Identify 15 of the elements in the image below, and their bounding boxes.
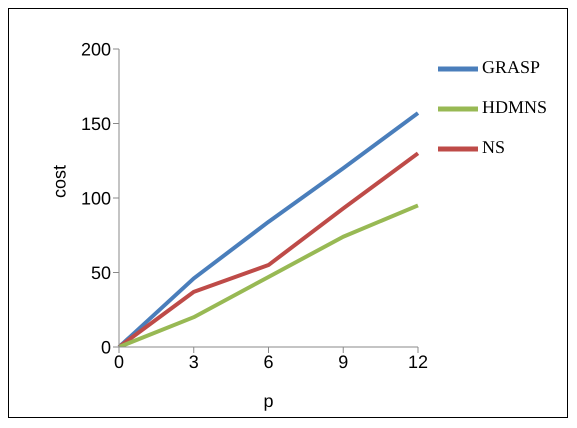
legend-label: HDMNS (482, 97, 547, 118)
y-tick-label: 150 (80, 114, 111, 134)
legend-label: GRASP (482, 57, 540, 78)
x-tick-label: 0 (114, 352, 124, 372)
y-tick-label: 50 (90, 262, 111, 283)
legend-label: NS (482, 137, 505, 158)
y-tick-label: 0 (100, 337, 111, 358)
y-tick-label: 200 (80, 39, 111, 60)
x-tick-label: 12 (408, 352, 428, 372)
x-tick-label: 9 (338, 352, 348, 372)
x-tick-label: 6 (263, 352, 274, 372)
y-axis-title: cost (49, 164, 70, 198)
x-axis-title: p (263, 391, 274, 411)
x-tick-label: 3 (188, 352, 199, 372)
y-tick-label: 100 (80, 188, 111, 208)
